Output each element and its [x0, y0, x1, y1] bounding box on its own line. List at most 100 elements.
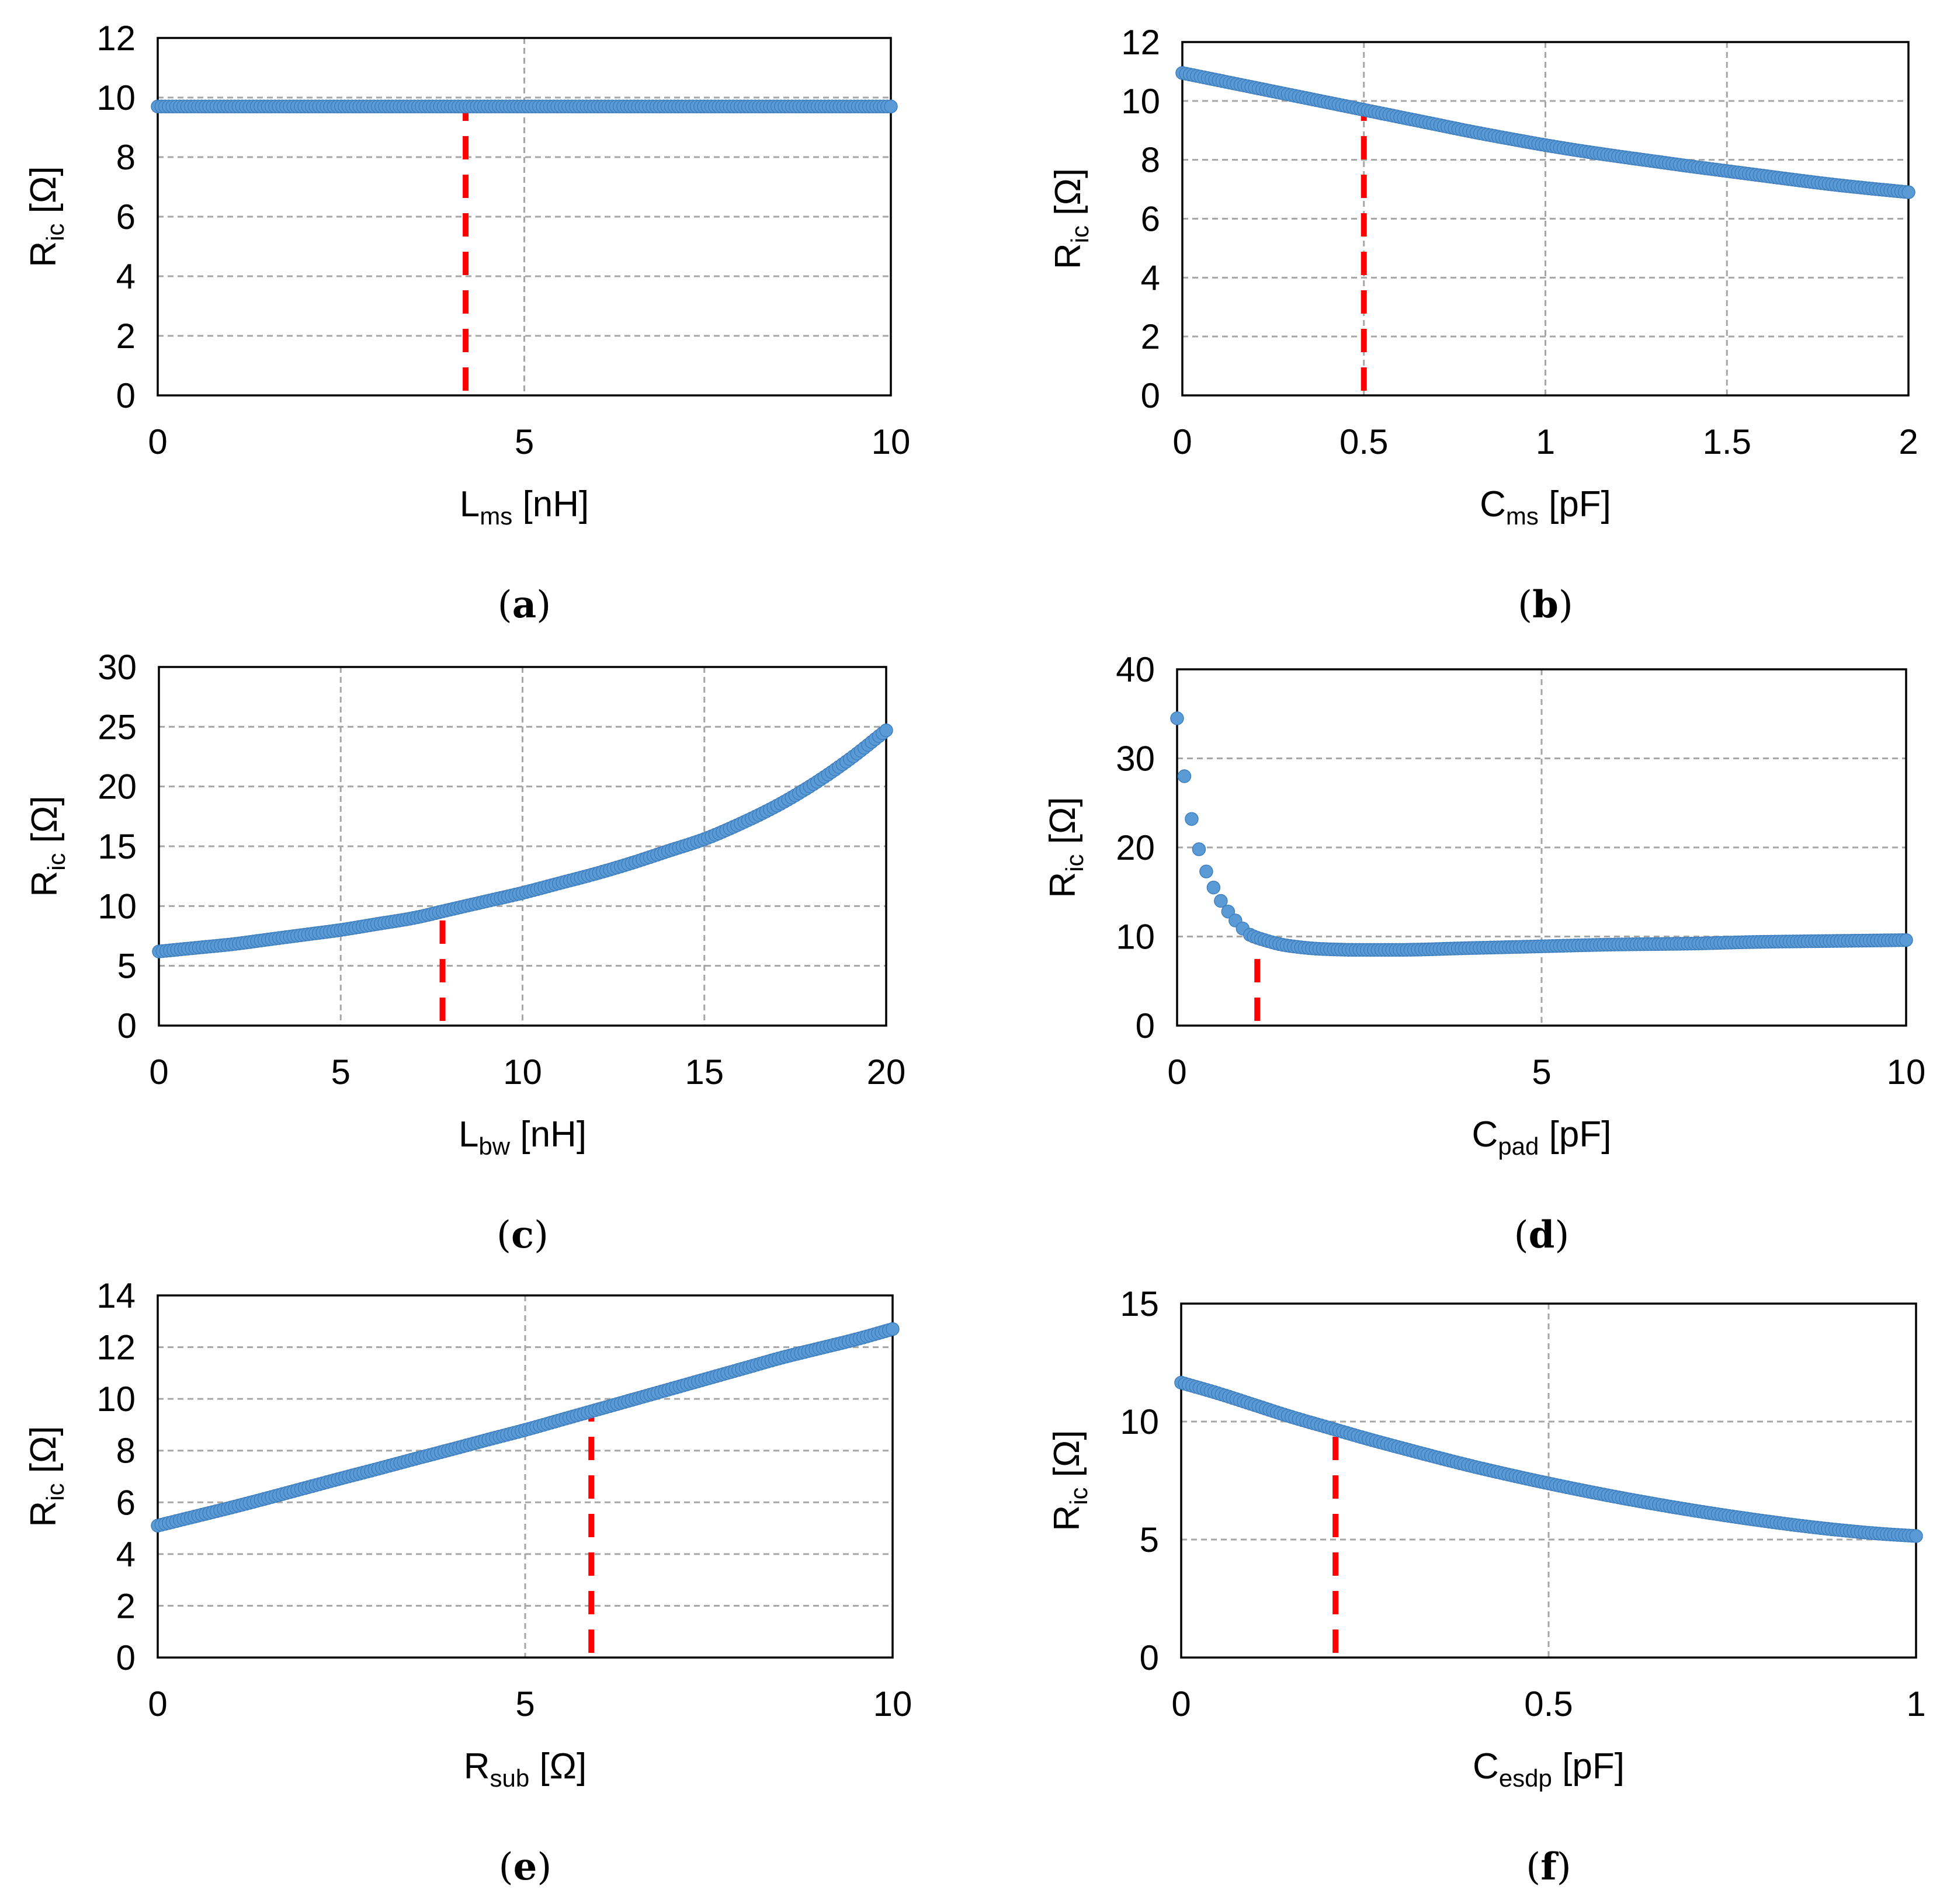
- panel-caption: (f): [1526, 1845, 1571, 1889]
- x-tick-label: 5: [1532, 1052, 1551, 1092]
- x-tick-label: 5: [515, 422, 534, 461]
- gridlines: [158, 1295, 893, 1658]
- data-point: [1192, 842, 1206, 856]
- y-tick-label: 8: [116, 1432, 136, 1471]
- x-tick-label: 0.5: [1339, 422, 1388, 461]
- y-tick-label: 10: [98, 887, 137, 926]
- gridlines: [159, 667, 886, 1026]
- x-axis-label-sub: bw: [478, 1132, 510, 1160]
- x-axis-label-main: L: [459, 1114, 478, 1155]
- y-tick-label: 2: [116, 1586, 136, 1625]
- x-axis-label-sub: ms: [1506, 502, 1539, 530]
- series-markers: [1175, 66, 1915, 199]
- x-axis-label: Lbw [nH]: [459, 1114, 586, 1160]
- y-axis-label-sub: ic: [41, 223, 69, 241]
- series-markers: [151, 99, 898, 114]
- data-point: [1221, 905, 1236, 919]
- y-tick-label: 12: [96, 19, 136, 58]
- y-tick-label: 10: [96, 1380, 136, 1419]
- x-tick-label: 15: [685, 1052, 724, 1092]
- y-axis-label-sub: ic: [43, 853, 70, 870]
- x-tick-label: 1.5: [1703, 422, 1751, 461]
- y-axis-label: Ric [Ω]: [25, 795, 70, 897]
- chart-b: 0 2 4 6 8 10 12 0 0.5 1 1.5 2 Ric [Ω] Cms [pF] (b): [1048, 23, 1918, 627]
- x-tick-label: 0: [148, 422, 167, 461]
- x-axis-label-sub: pad: [1498, 1132, 1539, 1160]
- x-tick-label: 0: [148, 1684, 167, 1724]
- y-axis-label: Ric [Ω]: [1043, 797, 1088, 898]
- x-tick-label: 20: [867, 1052, 906, 1092]
- y-tick-label: 4: [116, 257, 136, 296]
- plot-frame: [158, 666, 887, 1027]
- y-tick-label: 10: [1116, 918, 1155, 957]
- plot-frame: [157, 37, 892, 397]
- y-tick-label: 10: [1120, 1402, 1159, 1441]
- chart-c: 0 5 10 15 20 25 30 0 5 10 15 20 Ric [Ω] Lbw [nH] (c): [25, 648, 905, 1257]
- panel-caption: (b): [1518, 583, 1573, 627]
- y-tick-label: 2: [1141, 317, 1160, 356]
- x-axis-label-unit: [pF]: [1552, 1746, 1625, 1787]
- data-point: [884, 99, 898, 114]
- y-axis-label-main: R: [25, 871, 65, 897]
- x-axis-label: Rsub [Ω]: [464, 1746, 587, 1792]
- data-point: [1901, 185, 1915, 199]
- data-point: [879, 723, 893, 738]
- y-tick-label: 15: [1120, 1284, 1159, 1323]
- y-tick-label: 25: [98, 707, 137, 746]
- y-tick-label: 0: [117, 1006, 137, 1045]
- data-point: [1177, 769, 1192, 783]
- x-tick-label: 0: [1171, 1684, 1191, 1724]
- x-axis-label-main: C: [1480, 484, 1506, 524]
- y-axis-label-sub: ic: [1065, 1487, 1092, 1505]
- y-tick-label: 6: [116, 197, 136, 237]
- y-axis-label-unit: [Ω]: [1047, 1430, 1087, 1487]
- x-tick-label: 0: [1167, 1052, 1186, 1092]
- gridlines: [158, 38, 891, 395]
- plot-frame: [1180, 1302, 1917, 1659]
- plot-frame: [157, 1294, 894, 1659]
- chart-a: 0 2 4 6 8 10 12 0 5 10 Ric [Ω] Lms [nH] (a): [23, 19, 910, 627]
- y-tick-label: 0: [116, 1638, 136, 1677]
- data-point: [1214, 894, 1228, 908]
- y-tick-label: 5: [1140, 1520, 1159, 1559]
- y-axis-label: Ric [Ω]: [23, 166, 69, 267]
- x-tick-label: 5: [331, 1052, 350, 1092]
- y-axis-label-main: R: [1048, 243, 1088, 269]
- y-tick-label: 20: [98, 767, 137, 807]
- panel-caption: (e): [499, 1845, 552, 1889]
- y-tick-label: 6: [1141, 200, 1160, 239]
- data-point: [1185, 812, 1199, 826]
- y-axis-label-unit: [Ω]: [1048, 168, 1088, 225]
- data-point: [1206, 880, 1221, 895]
- x-tick-label: 2: [1899, 422, 1918, 461]
- x-tick-label: 5: [515, 1684, 535, 1724]
- y-tick-label: 12: [96, 1328, 136, 1367]
- data-point: [1909, 1529, 1923, 1543]
- y-tick-label: 30: [1116, 739, 1155, 779]
- y-axis-label-sub: ic: [1061, 854, 1088, 871]
- y-axis-label-sub: ic: [1066, 225, 1094, 243]
- y-tick-label: 6: [116, 1483, 136, 1522]
- x-axis-label-sub: esdp: [1499, 1764, 1552, 1792]
- y-tick-label: 20: [1116, 828, 1155, 867]
- x-axis-label-main: R: [464, 1746, 490, 1787]
- panel-caption: (a): [498, 583, 551, 627]
- y-tick-label: 0: [116, 376, 136, 415]
- x-axis-label-unit: [pF]: [1539, 1114, 1611, 1155]
- x-axis-label: Cms [pF]: [1480, 484, 1611, 530]
- x-axis-label-main: L: [460, 484, 480, 524]
- x-axis-label-sub: sub: [490, 1764, 530, 1792]
- data-point: [1899, 933, 1913, 947]
- y-tick-label: 8: [116, 138, 136, 177]
- y-axis-label-unit: [Ω]: [25, 795, 65, 853]
- y-axis-label-main: R: [23, 1501, 64, 1527]
- y-tick-label: 0: [1141, 376, 1160, 415]
- x-tick-label: 10: [873, 1684, 912, 1724]
- x-tick-label: 10: [503, 1052, 542, 1092]
- y-axis-label-sub: ic: [41, 1483, 69, 1500]
- y-tick-label: 4: [1141, 258, 1160, 297]
- y-tick-label: 10: [1121, 82, 1160, 121]
- y-axis-label-main: R: [23, 241, 64, 267]
